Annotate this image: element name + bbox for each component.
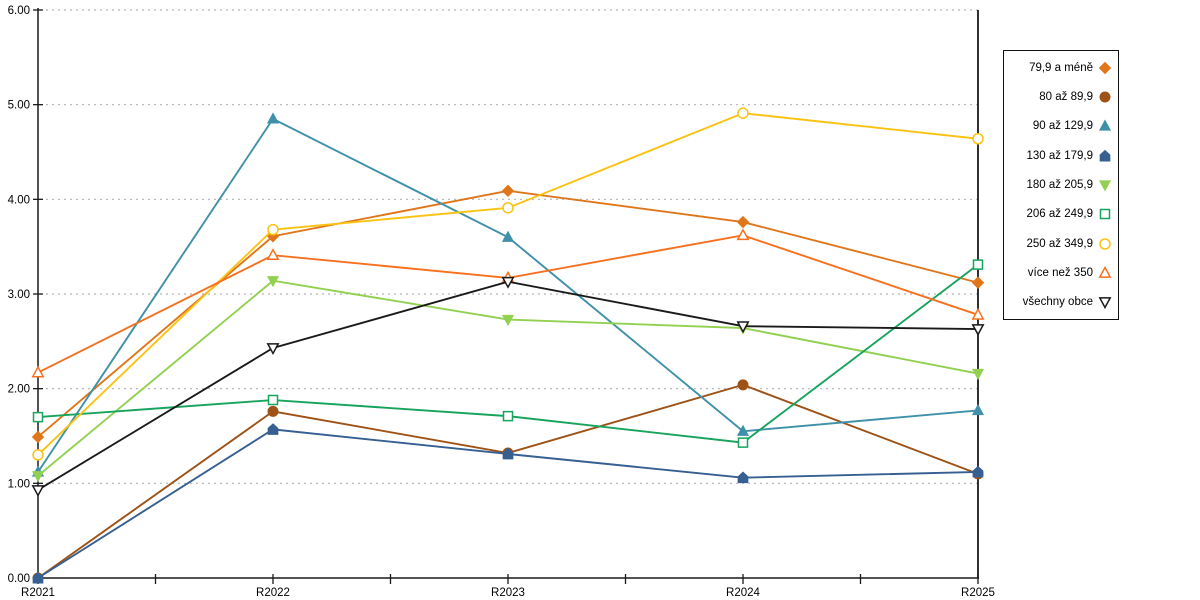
data-point-6	[32, 449, 44, 461]
data-point-7	[971, 307, 985, 320]
data-point-4	[31, 471, 45, 483]
data-point-3	[737, 471, 749, 484]
data-point-7	[31, 365, 45, 378]
triangle-down-marker-icon	[1098, 297, 1112, 310]
legend-label: 206 až 249,9	[1026, 208, 1093, 221]
legend-marker-shape	[1098, 180, 1112, 192]
y-tick-label: 2.00	[8, 384, 30, 396]
legend-item-3: 130 až 179,9	[1006, 142, 1112, 170]
data-point-5	[32, 411, 44, 423]
legend-item-4: 180 až 205,9	[1006, 171, 1112, 199]
legend-item-0: 79,9 a méně	[1006, 54, 1112, 82]
triangle-up-marker-icon	[1098, 265, 1112, 278]
legend-marker-shape	[1098, 265, 1112, 278]
legend-label: 180 až 205,9	[1026, 178, 1093, 191]
y-tick-label: 0.00	[8, 573, 30, 585]
data-point-2	[736, 424, 750, 436]
x-tick-label: R2024	[726, 587, 760, 599]
data-point-6	[737, 107, 749, 119]
pentagon-marker-icon	[1099, 149, 1111, 162]
data-point-5	[737, 437, 749, 448]
data-point-0	[971, 276, 985, 289]
series-line-7	[37, 234, 979, 374]
data-point-4	[971, 368, 985, 381]
data-point-7	[736, 228, 750, 241]
triangle-up-marker-icon	[1098, 119, 1112, 131]
legend-label: 90 až 129,9	[1032, 120, 1093, 133]
square-marker-icon	[1099, 209, 1111, 220]
y-tick-label: 6.00	[8, 5, 30, 17]
legend-marker-shape	[1099, 209, 1111, 220]
data-point-3	[502, 447, 514, 460]
data-point-0	[736, 215, 750, 229]
legend-marker-shape	[1099, 237, 1111, 250]
data-point-7	[266, 248, 280, 261]
data-point-2	[266, 112, 280, 124]
legend-label: více než 350	[1027, 266, 1093, 279]
legend-label: všechny obce	[1022, 296, 1093, 309]
data-point-8	[971, 324, 985, 337]
y-tick-label: 5.00	[8, 100, 30, 112]
y-tick-label: 3.00	[8, 289, 30, 301]
data-point-1	[267, 405, 279, 417]
legend-item-2: 90 až 129,9	[1006, 112, 1112, 140]
series-line-4	[37, 279, 979, 477]
data-point-2	[501, 230, 515, 242]
x-tick-label: R2025	[961, 587, 995, 599]
data-point-1	[737, 379, 749, 391]
legend-marker-shape	[1099, 91, 1111, 103]
series-line-0	[37, 189, 979, 438]
legend-marker-shape	[1098, 119, 1112, 131]
data-point-0	[501, 184, 515, 198]
data-point-8	[266, 343, 280, 356]
legend-item-1: 80 až 89,9	[1006, 83, 1112, 111]
x-tick-label: R2023	[491, 587, 525, 599]
circle-marker-icon	[1099, 237, 1111, 250]
data-point-2	[971, 403, 985, 416]
legend-item-8: všechny obce	[1006, 288, 1112, 316]
data-point-8	[736, 321, 750, 334]
legend-marker-shape	[1098, 61, 1112, 74]
legend-label: 79,9 a méně	[1029, 61, 1093, 74]
legend-marker-shape	[1098, 297, 1112, 310]
legend-label: 80 až 89,9	[1039, 90, 1093, 103]
data-point-0	[31, 430, 45, 444]
data-point-5	[502, 410, 514, 422]
data-point-6	[267, 223, 279, 236]
legend-label: 130 až 179,9	[1026, 149, 1093, 162]
data-point-8	[501, 276, 515, 289]
data-point-3	[972, 465, 984, 478]
legend-item-6: 250 až 349,9	[1006, 230, 1112, 258]
x-tick-label: R2022	[256, 587, 290, 599]
data-point-5	[972, 259, 984, 270]
data-point-6	[972, 132, 984, 145]
legend-marker-shape	[1099, 149, 1111, 162]
data-point-5	[267, 394, 279, 406]
circle-marker-icon	[1099, 91, 1111, 103]
data-point-8	[31, 485, 45, 498]
data-point-3	[32, 571, 44, 584]
data-point-4	[266, 276, 280, 288]
y-tick-label: 4.00	[8, 194, 30, 206]
legend-item-7: více než 350	[1006, 259, 1112, 287]
chart-legend: 79,9 a méně 80 až 89,9 90 až 129,9 130 až 1…	[1003, 50, 1119, 320]
legend-label: 250 až 349,9	[1026, 237, 1093, 250]
legend-item-5: 206 až 249,9	[1006, 200, 1112, 228]
diamond-marker-icon	[1098, 61, 1112, 74]
x-tick-label: R2021	[21, 587, 55, 599]
y-tick-label: 1.00	[8, 478, 30, 490]
triangle-down-marker-icon	[1098, 180, 1112, 192]
data-point-4	[501, 314, 515, 327]
data-point-6	[502, 202, 514, 214]
data-point-3	[267, 423, 279, 435]
